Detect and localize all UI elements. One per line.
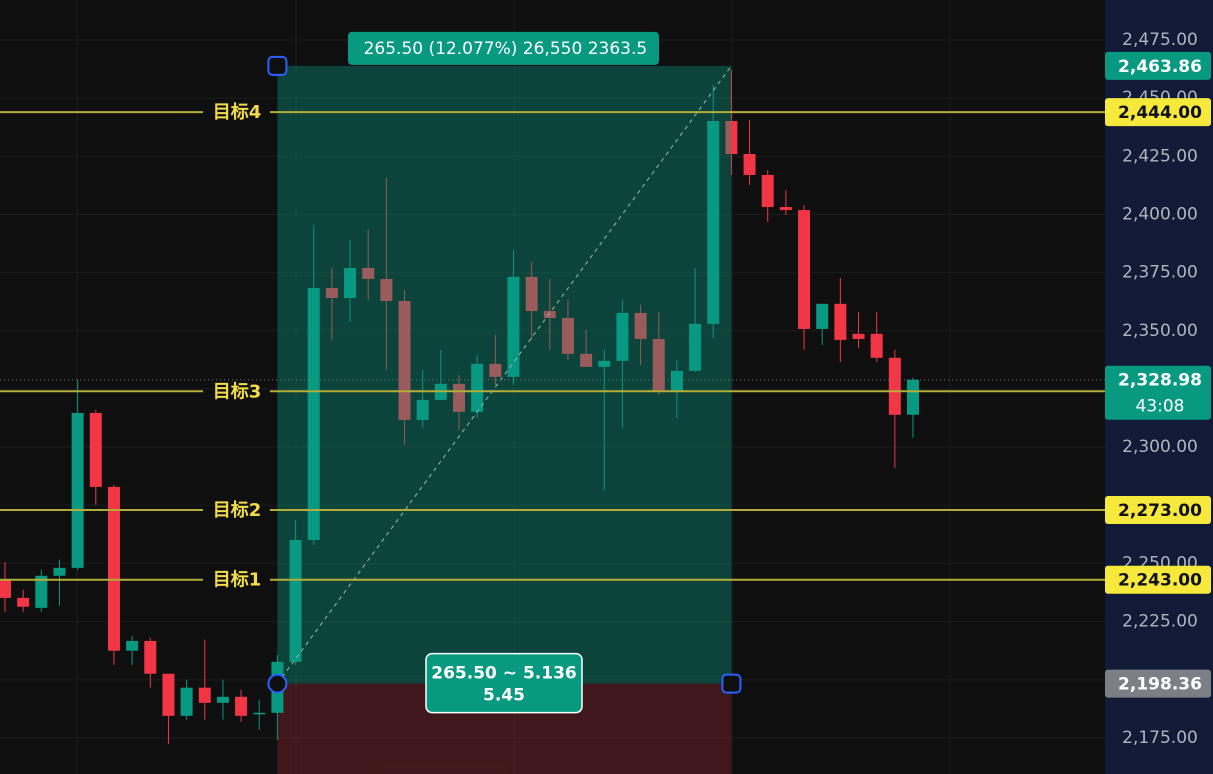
candle-body [816, 303, 829, 329]
level-label: 目标2 [213, 499, 262, 521]
candle-body [743, 154, 756, 175]
candle-body [907, 379, 919, 415]
candle-body [325, 288, 338, 299]
measure-handle[interactable] [721, 673, 742, 694]
candle-body [580, 353, 593, 367]
measure-header-box [348, 31, 659, 65]
candle-body [216, 696, 229, 703]
candle-body [634, 312, 647, 339]
y-tick-label: 2,300.00 [1122, 437, 1198, 457]
candle-body [507, 276, 520, 377]
level-badge-label: 2,243.00 [1118, 571, 1202, 591]
level-badge [1105, 565, 1211, 594]
y-tick-label: 2,400.00 [1122, 204, 1198, 224]
candle-body [416, 399, 429, 420]
measure-top-badge [1105, 51, 1211, 80]
level-badge [1105, 98, 1211, 127]
measure-header: 265.50 (12.077%) 26,550 2363.5 [364, 39, 648, 59]
candle-body [670, 370, 683, 393]
level-badge [1105, 495, 1211, 524]
candle-body [689, 323, 702, 371]
candle-body [71, 412, 84, 568]
candle-body [107, 486, 120, 651]
candle-body [398, 301, 411, 420]
last-price-badge-label: 2,328.98 [1118, 371, 1202, 391]
plot-background [0, 0, 1105, 774]
candle-body [180, 687, 193, 716]
candle-body [489, 363, 502, 377]
candle-body [144, 640, 157, 674]
candle-body [725, 120, 738, 155]
measure-handle[interactable] [267, 55, 288, 76]
candle-body [561, 318, 574, 354]
candle-body [652, 338, 665, 393]
candle-body [798, 210, 811, 329]
candle-body [380, 278, 393, 302]
level-badge-label: 2,273.00 [1118, 501, 1202, 521]
candle-body [834, 303, 847, 340]
level-label: 目标3 [213, 380, 262, 402]
candle-body [198, 687, 211, 703]
candle-body [289, 539, 302, 662]
last-price-badge-countdown: 43:08 [1136, 397, 1185, 417]
candle-body [761, 174, 774, 208]
candle-body [870, 333, 883, 358]
measure-bottom-badge-label: 2,198.36 [1118, 675, 1202, 695]
candle-body [616, 312, 629, 361]
candle-body [235, 696, 248, 716]
candle-body [89, 412, 102, 487]
candle-body [471, 363, 484, 412]
last-price-badge [1105, 365, 1211, 420]
candle-body [126, 640, 139, 651]
y-tick-label: 2,475.00 [1122, 30, 1198, 50]
measure-footer: 265.50 ~ 5.136 [431, 664, 576, 684]
candle-body [35, 575, 48, 608]
measure-top-badge-label: 2,463.86 [1118, 57, 1202, 77]
candle-body [888, 357, 901, 415]
candle-body [53, 567, 66, 576]
y-tick-label: 2,175.00 [1122, 728, 1198, 748]
y-tick-label: 2,375.00 [1122, 263, 1198, 283]
level-label: 目标1 [213, 569, 262, 591]
y-tick-label: 2,350.00 [1122, 321, 1198, 341]
candle-body [162, 673, 175, 716]
candle-body [307, 288, 320, 540]
y-tick-label: 2,425.00 [1122, 146, 1198, 166]
y-tick-label: 2,225.00 [1122, 612, 1198, 632]
level-label: 目标4 [213, 101, 262, 123]
candle-body [543, 311, 556, 319]
measure-footer: 5.45 [483, 686, 525, 706]
candle-body [598, 360, 611, 367]
candle-body [0, 579, 11, 598]
candle-body [344, 268, 357, 299]
candle-body [525, 276, 538, 312]
level-badge-label: 2,444.00 [1118, 103, 1202, 123]
measure-bottom-badge [1105, 669, 1211, 698]
candle-body [253, 712, 266, 715]
measure-handle[interactable] [267, 673, 288, 694]
candle-body [852, 333, 865, 339]
candle-body [17, 597, 30, 607]
measure-footer-box [425, 652, 583, 714]
candle-body [707, 120, 720, 324]
candle-body [362, 268, 375, 279]
candle-body [779, 207, 792, 211]
